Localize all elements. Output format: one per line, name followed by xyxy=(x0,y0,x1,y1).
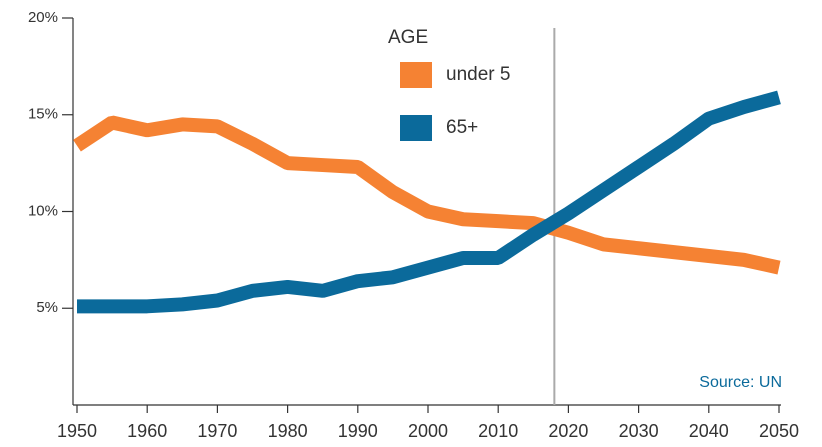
source: Source: UN xyxy=(699,374,782,391)
x-tick-label: 1990 xyxy=(338,421,378,441)
y-tick-label: 20% xyxy=(28,9,58,26)
x-tick-label: 2000 xyxy=(408,421,448,441)
legend-label: under 5 xyxy=(446,64,510,85)
legend-title: AGE xyxy=(388,27,428,48)
legend-swatch xyxy=(400,115,432,141)
legend-swatch xyxy=(400,62,432,88)
x-tick-label: 1950 xyxy=(57,421,97,441)
x-tick-label: 2040 xyxy=(689,421,729,441)
x-tick-label: 2050 xyxy=(759,421,799,441)
x-tick-label: 2020 xyxy=(548,421,588,441)
y-tick-label: 5% xyxy=(36,299,58,316)
y-tick-label: 15% xyxy=(28,106,58,123)
x-tick-label: 2030 xyxy=(619,421,659,441)
x-tick-label: 1970 xyxy=(197,421,237,441)
legend-label: 65+ xyxy=(446,117,478,138)
series-line xyxy=(73,115,781,275)
series-line xyxy=(77,90,781,314)
x-tick-label: 2010 xyxy=(478,421,518,441)
x-tick-label: 1960 xyxy=(127,421,167,441)
y-tick-label: 10% xyxy=(28,202,58,219)
x-tick-label: 1980 xyxy=(268,421,308,441)
